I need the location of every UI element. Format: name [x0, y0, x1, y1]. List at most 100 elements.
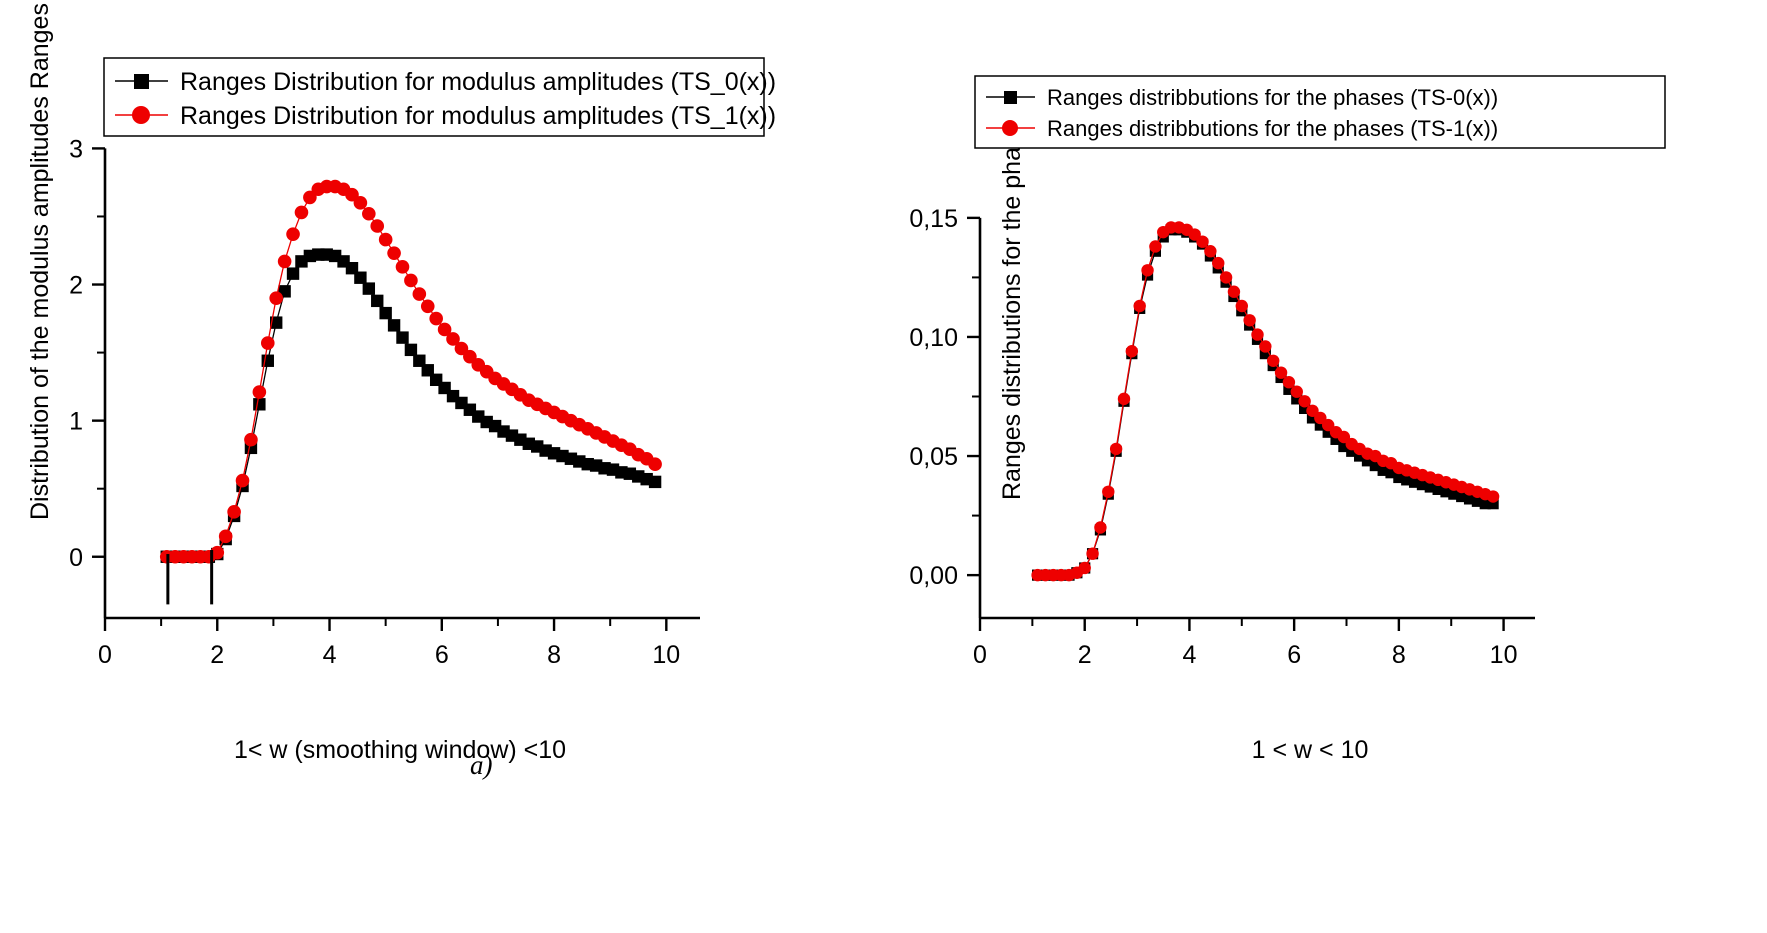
data-point-marker [227, 505, 241, 519]
data-point-marker [404, 343, 418, 357]
data-point-marker [412, 287, 427, 301]
data-point-marker [379, 306, 392, 320]
x-tick-label: 2 [1078, 641, 1092, 669]
x-tick-label: 8 [1392, 641, 1406, 669]
data-point-marker [1448, 488, 1460, 500]
series-line [1037, 226, 1494, 576]
data-point-marker [421, 364, 434, 377]
data-point-marker [1219, 271, 1233, 284]
legend-label-b-0: Ranges distribbutions for the phases (TS… [1047, 85, 1498, 110]
data-point-marker [1322, 426, 1334, 438]
data-point-marker [1314, 419, 1326, 431]
data-point-marker [277, 254, 292, 269]
data-point-marker [269, 291, 284, 305]
legend-entry-a-0[interactable]: Ranges Distribution for modulus amplitud… [115, 68, 776, 96]
data-point-marker [1408, 476, 1421, 488]
data-point-marker [1291, 393, 1303, 405]
data-point-marker [463, 349, 477, 364]
x-tick-label: 6 [1287, 641, 1301, 669]
axes-group-a [92, 147, 700, 631]
data-point-marker [218, 529, 233, 544]
data-point-marker [420, 299, 435, 314]
legend-circle-marker-icon [132, 106, 150, 124]
y-tick-label: 0,15 [909, 205, 958, 233]
data-point-marker [1424, 481, 1436, 493]
x-tick-label: 0 [98, 641, 112, 669]
data-point-marker [1283, 383, 1295, 395]
data-point-marker [1440, 486, 1452, 498]
data-point-marker [1298, 395, 1311, 408]
data-point-marker [1259, 340, 1272, 353]
panel-caption-a: a) [470, 750, 493, 780]
data-point-marker [1314, 411, 1327, 425]
tick-labels-b: 0 2 4 6 8 10 0,00 0,05 0,10 0,15 [909, 205, 1517, 669]
data-point-marker [1086, 547, 1099, 560]
data-point-marker [1141, 264, 1154, 277]
data-point-marker [362, 206, 376, 221]
axes-group-b [967, 216, 1535, 631]
data-point-marker [1338, 440, 1350, 453]
data-point-marker [1306, 404, 1319, 417]
legend-entry-b-0[interactable]: Ranges distribbutions for the phases (TS… [986, 85, 1498, 110]
data-point-marker [429, 311, 443, 326]
data-point-marker [294, 205, 309, 220]
data-series-1 [1031, 221, 1500, 582]
x-axis-title-b: 1 < w < 10 [1252, 736, 1369, 764]
legend-entry-b-1[interactable]: Ranges distribbutions for the phases (TS… [986, 116, 1498, 141]
series-line [166, 185, 656, 558]
data-point-marker [270, 316, 283, 329]
data-point-marker [210, 545, 225, 560]
legend-entry-a-1[interactable]: Ranges Distribution for modulus amplitud… [115, 102, 776, 130]
data-point-marker [1369, 459, 1381, 472]
data-point-marker [395, 260, 410, 274]
data-point-marker [437, 322, 452, 337]
data-point-marker [446, 332, 460, 346]
data-point-marker [1393, 471, 1405, 484]
data-point-marker [260, 336, 275, 350]
data-point-marker [235, 473, 250, 488]
data-point-marker [1125, 345, 1139, 358]
data-point-marker [1456, 490, 1468, 503]
data-point-marker [1243, 314, 1256, 327]
legend-label-a-0: Ranges Distribution for modulus amplitud… [180, 68, 776, 96]
data-point-marker [1109, 442, 1123, 456]
data-point-marker [1479, 498, 1491, 510]
data-point-marker [253, 398, 266, 411]
data-point-marker [1321, 418, 1335, 432]
data-point-marker [1227, 285, 1241, 298]
y-tick-label: 0,00 [909, 562, 958, 590]
y-tick-label: 0,10 [909, 324, 958, 352]
data-point-marker [413, 354, 426, 367]
data-point-marker [1416, 479, 1429, 491]
x-tick-label: 4 [323, 641, 337, 669]
data-point-marker [252, 385, 267, 399]
x-tick-label: 0 [973, 641, 987, 669]
data-point-marker [354, 271, 367, 284]
data-point-marker [1078, 561, 1091, 575]
data-point-marker [1204, 245, 1217, 258]
data-point-marker [370, 219, 385, 233]
data-point-marker [1094, 521, 1107, 534]
data-point-marker [1282, 376, 1296, 389]
y-tick-label: 3 [69, 135, 83, 163]
legend-a[interactable]: Ranges Distribution for modulus amplitud… [103, 57, 776, 137]
chart-panel-b: 0 2 4 6 8 10 0,00 0,05 0,10 0,15 Ranges distribut… [880, 0, 1767, 933]
data-point-marker [454, 341, 469, 356]
legend-square-marker-icon [1004, 91, 1017, 104]
data-point-marker [1290, 385, 1303, 398]
data-point-marker [1149, 240, 1162, 253]
data-point-marker [1330, 433, 1342, 445]
legend-b[interactable]: Ranges distribbutions for the phases (TS… [974, 75, 1666, 149]
data-point-marker [1487, 498, 1499, 510]
data-point-marker [1299, 402, 1311, 415]
legend-label-a-1: Ranges Distribution for modulus amplitud… [180, 102, 776, 130]
data-point-marker [648, 475, 662, 489]
legend-box-a [103, 57, 765, 137]
x-tick-label: 10 [652, 641, 680, 669]
legend-square-marker-icon [134, 74, 149, 89]
data-point-marker [1251, 328, 1264, 341]
data-point-marker [1102, 485, 1115, 498]
data-point-marker [1267, 354, 1280, 367]
artifact-lines-a [166, 549, 214, 605]
